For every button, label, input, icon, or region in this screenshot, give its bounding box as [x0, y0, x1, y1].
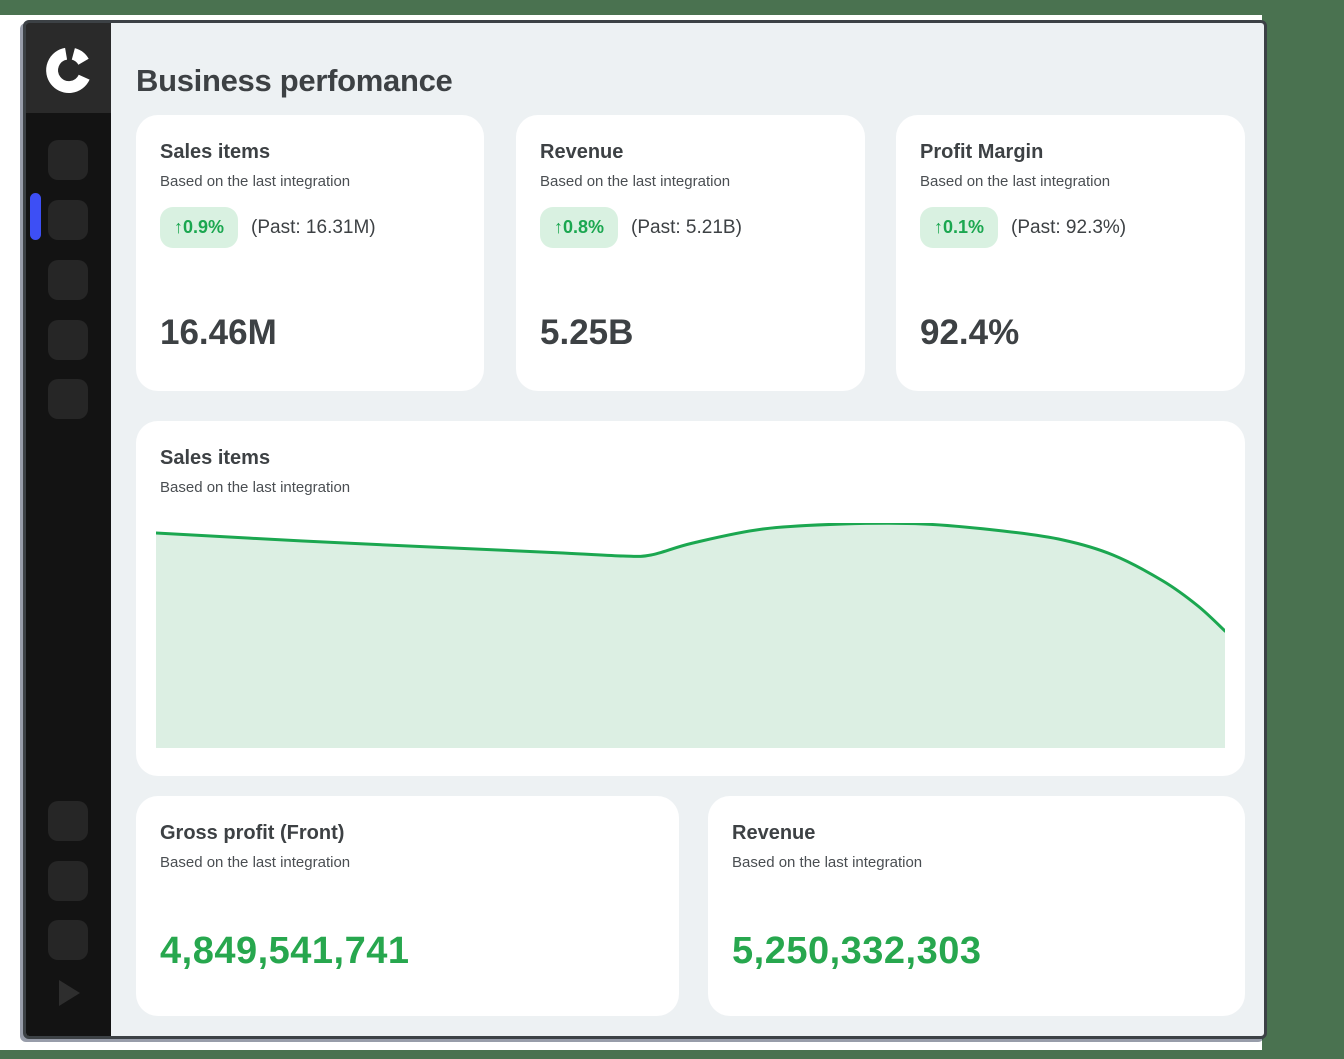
kpi-value: 5.25B	[540, 313, 634, 352]
sidebar-bottom-item-1[interactable]	[48, 801, 88, 841]
app-window: Business perfomance Sales items Based on…	[23, 20, 1267, 1039]
kpi-title: Profit Margin	[920, 141, 1044, 163]
chart-subtitle: Based on the last integration	[160, 479, 351, 496]
sidebar-nav-item-4[interactable]	[48, 320, 88, 360]
sales-area-chart	[156, 523, 1225, 748]
chart-title: Sales items	[160, 447, 271, 469]
chart-line	[156, 523, 1225, 633]
page-title: Business perfomance	[136, 63, 453, 98]
chart-area-fill	[156, 523, 1225, 748]
sidebar-nav-item-3[interactable]	[48, 260, 88, 300]
sidebar-nav-item-1[interactable]	[48, 140, 88, 180]
stat-subtitle: Based on the last integration	[732, 854, 923, 871]
donut-chart-logo-icon[interactable]	[43, 42, 95, 94]
kpi-card-profit-margin: Profit Margin Based on the last integrat…	[896, 115, 1245, 391]
kpi-title: Revenue	[540, 141, 624, 163]
kpi-subtitle: Based on the last integration	[920, 173, 1111, 190]
logo-block	[26, 23, 111, 113]
sidebar-bottom-item-3[interactable]	[48, 920, 88, 960]
play-icon[interactable]	[59, 980, 80, 1006]
active-nav-indicator	[30, 193, 41, 240]
kpi-card-sales-items: Sales items Based on the last integratio…	[136, 115, 484, 391]
main-content: Business perfomance Sales items Based on…	[111, 23, 1264, 1036]
change-badge: ↑0.9%	[160, 207, 239, 248]
change-badge: ↑0.1%	[920, 207, 999, 248]
stat-subtitle: Based on the last integration	[160, 854, 351, 871]
kpi-subtitle: Based on the last integration	[540, 173, 731, 190]
stat-value: 5,250,332,303	[732, 930, 982, 972]
kpi-change-row: ↑0.8% (Past: 5.21B)	[540, 207, 742, 248]
stat-card-gross-profit: Gross profit (Front) Based on the last i…	[136, 796, 679, 1016]
kpi-value: 92.4%	[920, 313, 1020, 352]
sidebar-bottom-item-2[interactable]	[48, 861, 88, 901]
sidebar	[26, 23, 111, 1036]
kpi-value: 16.46M	[160, 313, 277, 352]
chart-card-sales-items: Sales items Based on the last integratio…	[136, 421, 1245, 776]
past-value: (Past: 5.21B)	[631, 216, 742, 238]
stat-title: Gross profit (Front)	[160, 822, 345, 844]
kpi-change-row: ↑0.9% (Past: 16.31M)	[160, 207, 376, 248]
stat-card-revenue: Revenue Based on the last integration 5,…	[708, 796, 1245, 1016]
change-badge: ↑0.8%	[540, 207, 619, 248]
past-value: (Past: 16.31M)	[251, 216, 376, 238]
kpi-subtitle: Based on the last integration	[160, 173, 351, 190]
sidebar-nav-item-5[interactable]	[48, 379, 88, 419]
stat-title: Revenue	[732, 822, 816, 844]
kpi-change-row: ↑0.1% (Past: 92.3%)	[920, 207, 1126, 248]
stat-value: 4,849,541,741	[160, 930, 410, 972]
kpi-title: Sales items	[160, 141, 271, 163]
past-value: (Past: 92.3%)	[1011, 216, 1127, 238]
sidebar-nav-item-2[interactable]	[48, 200, 88, 240]
kpi-card-revenue: Revenue Based on the last integration ↑0…	[516, 115, 865, 391]
